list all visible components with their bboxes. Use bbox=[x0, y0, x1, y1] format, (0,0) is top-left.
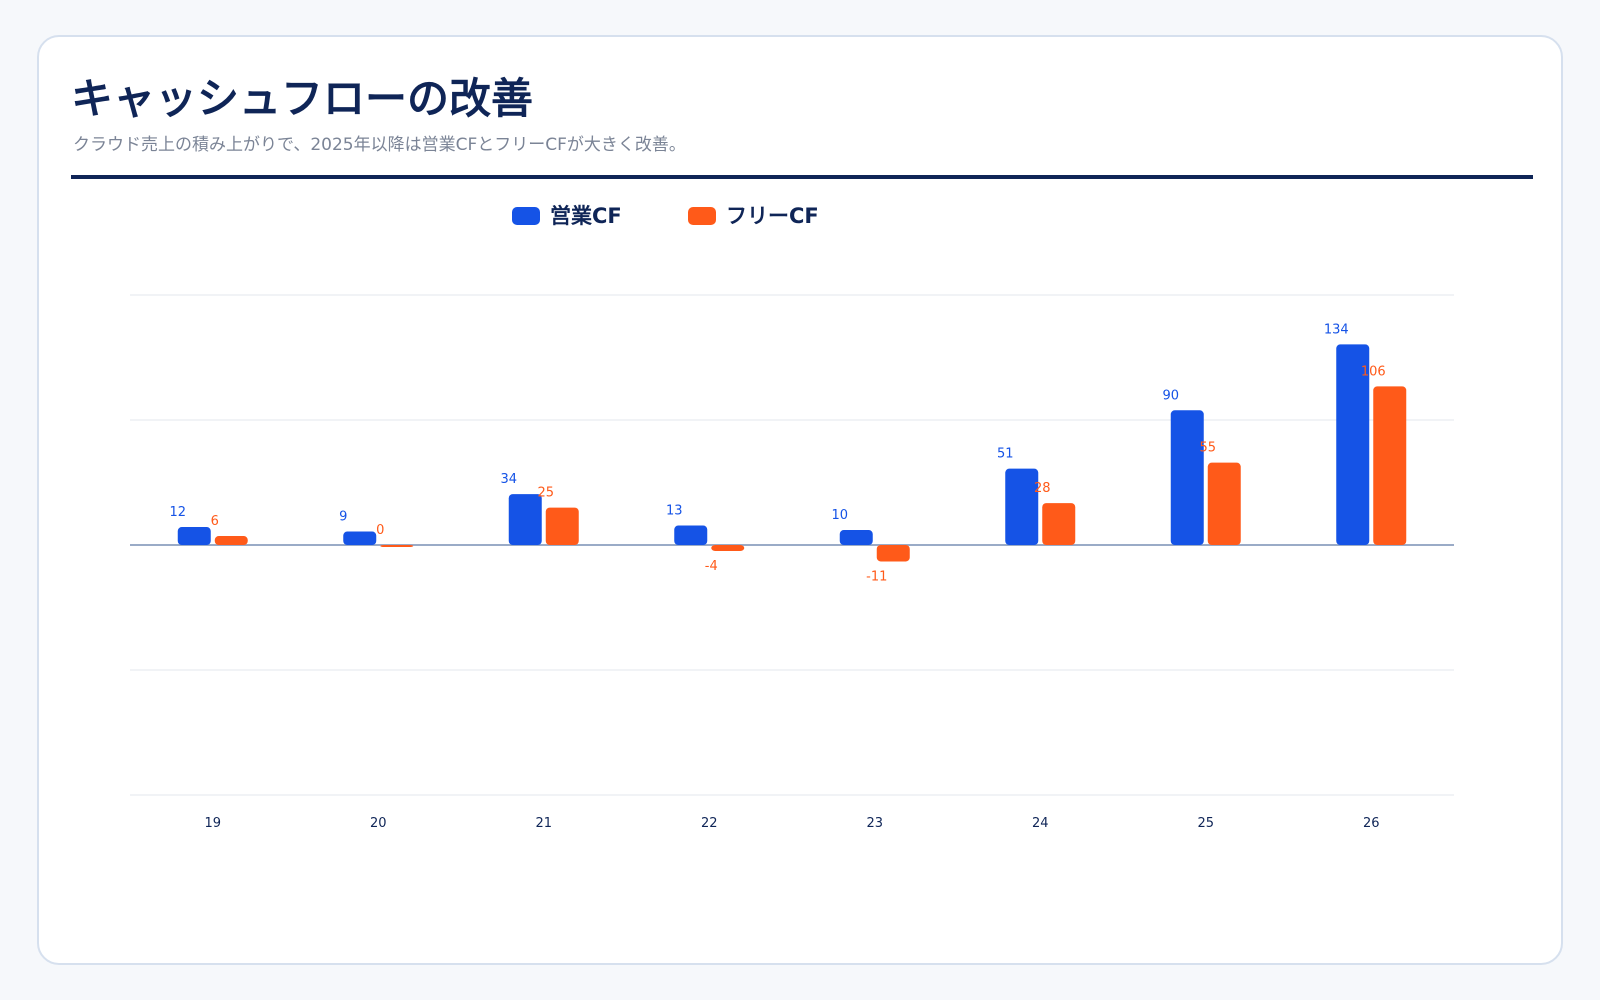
data-label-operating-cf-20: 9 bbox=[339, 510, 347, 525]
data-label-free-cf-23: -11 bbox=[866, 569, 887, 584]
legend-swatch bbox=[512, 207, 540, 225]
bar-free-cf-24 bbox=[1042, 503, 1076, 545]
data-label-operating-cf-21: 34 bbox=[500, 472, 517, 487]
data-label-free-cf-26: 106 bbox=[1361, 364, 1386, 379]
data-label-free-cf-22: -4 bbox=[705, 559, 718, 574]
legend-item-operating-cf: 営業CF bbox=[512, 204, 622, 228]
x-tick-label: 19 bbox=[204, 816, 221, 831]
bar-free-cf-25 bbox=[1207, 462, 1241, 545]
legend: 営業CF フリーCF bbox=[512, 204, 819, 228]
x-tick-label: 24 bbox=[1032, 816, 1049, 831]
data-label-free-cf-19: 6 bbox=[211, 514, 219, 529]
data-label-free-cf-24: 28 bbox=[1034, 481, 1051, 496]
bar-operating-cf-22 bbox=[674, 525, 708, 545]
data-label-operating-cf-24: 51 bbox=[997, 447, 1014, 462]
legend-swatch bbox=[688, 207, 716, 225]
legend-label: フリーCF bbox=[726, 204, 819, 228]
legend-label: 営業CF bbox=[550, 204, 622, 228]
x-axis: 19 20 21 22 23 24 25 26 bbox=[204, 816, 1379, 831]
page-subtitle: クラウド売上の積み上がりで、2025年以降は営業CFとフリーCFが大きく改善。 bbox=[73, 135, 686, 155]
x-tick-label: 23 bbox=[866, 816, 883, 831]
legend-item-free-cf: フリーCF bbox=[688, 204, 819, 228]
x-tick-label: 26 bbox=[1363, 816, 1380, 831]
page-title: キャッシュフローの改善 bbox=[71, 74, 534, 123]
data-label-operating-cf-19: 12 bbox=[169, 505, 186, 520]
bar-free-cf-21 bbox=[545, 507, 579, 545]
bars bbox=[177, 344, 1407, 562]
bar-free-cf-19 bbox=[214, 536, 248, 545]
x-tick-label: 22 bbox=[701, 816, 718, 831]
bar-operating-cf-20 bbox=[343, 531, 377, 545]
data-label-operating-cf-26: 134 bbox=[1324, 322, 1349, 337]
x-tick-label: 25 bbox=[1197, 816, 1214, 831]
grid-lines bbox=[130, 294, 1454, 796]
data-label-free-cf-20: 0 bbox=[376, 523, 384, 538]
data-label-free-cf-25: 55 bbox=[1199, 441, 1216, 456]
bar-operating-cf-26 bbox=[1336, 344, 1370, 545]
bar-operating-cf-25 bbox=[1170, 410, 1204, 545]
bar-operating-cf-24 bbox=[1005, 468, 1039, 545]
data-label-free-cf-21: 25 bbox=[537, 486, 554, 501]
title-divider bbox=[71, 175, 1533, 179]
bar-operating-cf-19 bbox=[177, 527, 211, 545]
bar-free-cf-23 bbox=[876, 545, 910, 562]
x-tick-label: 20 bbox=[370, 816, 387, 831]
bar-free-cf-22 bbox=[711, 545, 745, 551]
bar-operating-cf-23 bbox=[839, 530, 873, 545]
bar-operating-cf-21 bbox=[508, 494, 542, 545]
data-label-operating-cf-23: 10 bbox=[831, 508, 848, 523]
data-label-operating-cf-22: 13 bbox=[666, 504, 683, 519]
bar-free-cf-26 bbox=[1373, 386, 1407, 545]
bar-free-cf-20 bbox=[380, 545, 414, 547]
x-tick-label: 21 bbox=[535, 816, 552, 831]
chart-card: キャッシュフローの改善 クラウド売上の積み上がりで、2025年以降は営業CFとフ… bbox=[37, 35, 1563, 965]
data-label-operating-cf-25: 90 bbox=[1162, 388, 1179, 403]
